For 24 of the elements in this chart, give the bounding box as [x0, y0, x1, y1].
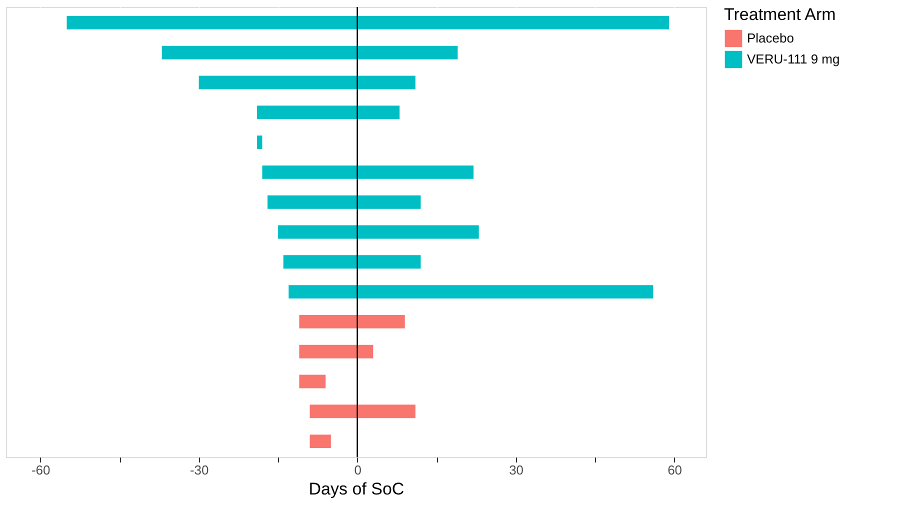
bar	[198, 76, 416, 90]
bar	[256, 136, 262, 150]
bar	[262, 165, 474, 179]
x-tick-label: -60	[31, 462, 50, 478]
x-tick-label: -30	[190, 462, 209, 478]
bar	[278, 225, 479, 239]
bar	[288, 285, 654, 299]
bar	[299, 344, 374, 358]
x-tick-label: 0	[354, 462, 362, 478]
bar	[310, 404, 416, 418]
legend-label: Placebo	[747, 30, 794, 46]
x-tick-label: 60	[668, 462, 682, 478]
bar	[299, 314, 405, 328]
bar	[268, 195, 421, 209]
x-axis-title: Days of SoC	[308, 480, 404, 498]
legend-title: Treatment Arm	[724, 5, 836, 24]
x-tick-label: 30	[509, 462, 524, 478]
bar	[310, 434, 331, 448]
bar	[299, 374, 326, 388]
legend-label: VERU-111 9 mg	[747, 52, 840, 66]
bar	[66, 16, 670, 30]
bar	[162, 46, 458, 60]
bar	[283, 255, 421, 269]
bar	[256, 106, 400, 120]
